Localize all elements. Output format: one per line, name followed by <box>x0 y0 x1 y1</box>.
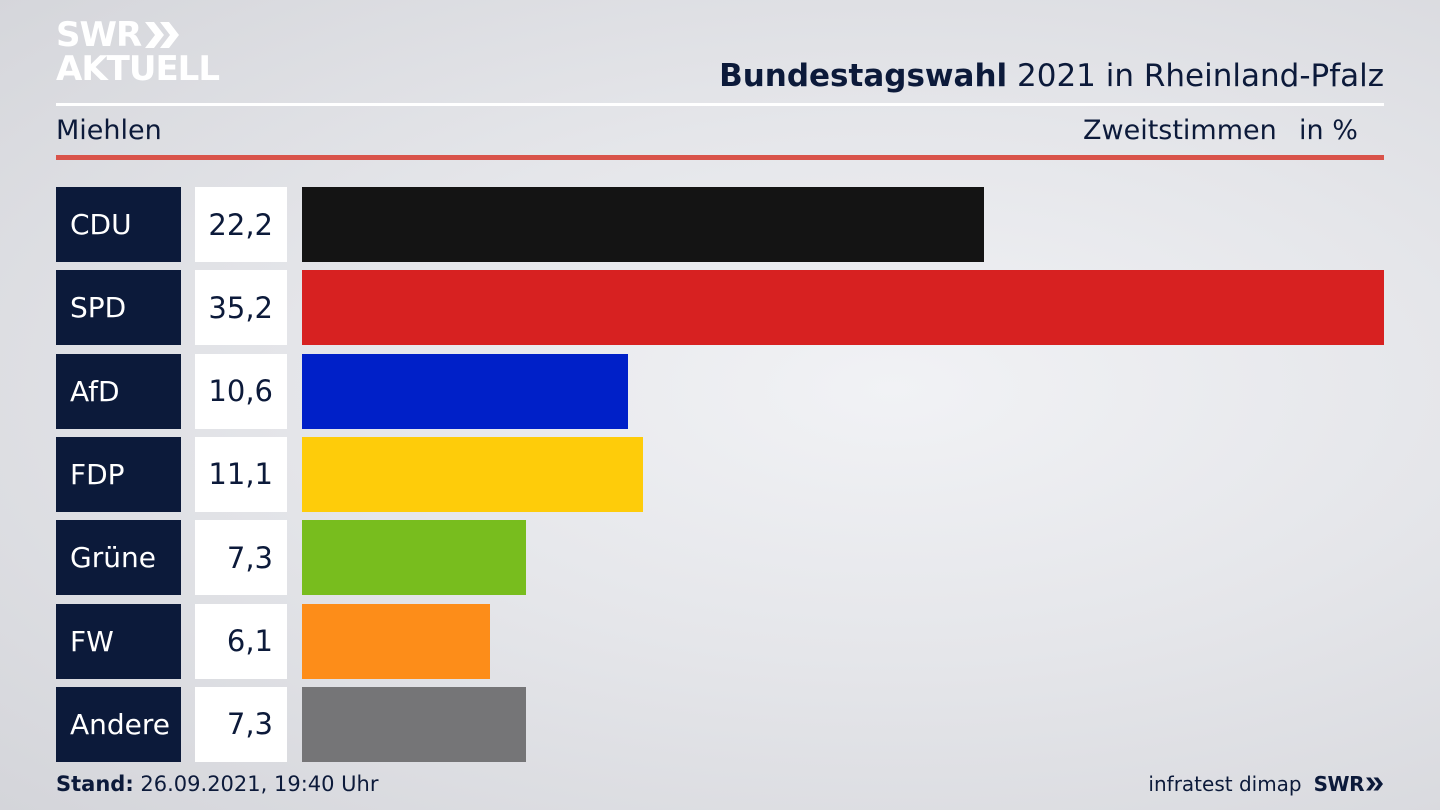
party-label: FW <box>56 603 181 679</box>
bar-row: Grüne 7,3 <box>56 520 1384 596</box>
party-label: AfD <box>56 353 181 429</box>
title-bold: Bundestagswahl <box>719 58 1008 94</box>
bar <box>302 187 985 262</box>
bar-row: AfD 10,6 <box>56 353 1384 429</box>
title-rest: 2021 in Rheinland-Pfalz <box>1007 58 1384 94</box>
bar <box>302 603 490 679</box>
measure-label: Zweitstimmen <box>1083 115 1277 146</box>
bar <box>302 520 527 596</box>
timestamp: Stand: 26.09.2021, 19:40 Uhr <box>56 772 379 796</box>
value-label: 7,3 <box>195 686 287 762</box>
party-label: Grüne <box>56 520 181 596</box>
value-label: 35,2 <box>195 270 287 346</box>
unit-label: in % <box>1299 115 1358 146</box>
party-label: Andere <box>56 686 181 762</box>
location-label: Miehlen <box>56 115 162 146</box>
logo-line2: AKTUELL <box>56 49 220 89</box>
header-divider <box>56 103 1384 106</box>
value-label: 10,6 <box>195 353 287 429</box>
bar <box>302 436 644 512</box>
bar-row: SPD 35,2 <box>56 270 1384 346</box>
party-label: SPD <box>56 270 181 346</box>
value-label: 22,2 <box>195 187 287 262</box>
bar-row: Andere 7,3 <box>56 686 1384 762</box>
bar <box>302 353 628 429</box>
page-title: Bundestagswahl 2021 in Rheinland-Pfalz <box>719 58 1384 94</box>
swr-footer-logo: SWR <box>1314 772 1384 796</box>
swr-aktuell-logo: SWR AKTUELL <box>56 15 220 89</box>
party-label: CDU <box>56 187 181 262</box>
footer-brand: SWR <box>1313 772 1365 796</box>
bar-row: CDU 22,2 <box>56 187 1384 262</box>
value-label: 6,1 <box>195 603 287 679</box>
bar <box>302 270 1384 346</box>
bar-row: FW 6,1 <box>56 603 1384 679</box>
footer-credits: infratest dimap SWR <box>1148 772 1384 796</box>
source-label: infratest dimap <box>1148 772 1302 796</box>
bar <box>302 686 527 762</box>
party-label: FDP <box>56 436 181 512</box>
logo-line1: SWR <box>56 15 142 55</box>
double-chevron-icon <box>1366 777 1383 791</box>
stand-value: 26.09.2021, 19:40 Uhr <box>133 772 379 796</box>
accent-divider <box>56 155 1384 160</box>
double-chevron-icon <box>145 22 180 48</box>
bar-row: FDP 11,1 <box>56 436 1384 512</box>
value-label: 11,1 <box>195 436 287 512</box>
value-label: 7,3 <box>195 520 287 596</box>
stand-label: Stand: <box>56 772 134 796</box>
